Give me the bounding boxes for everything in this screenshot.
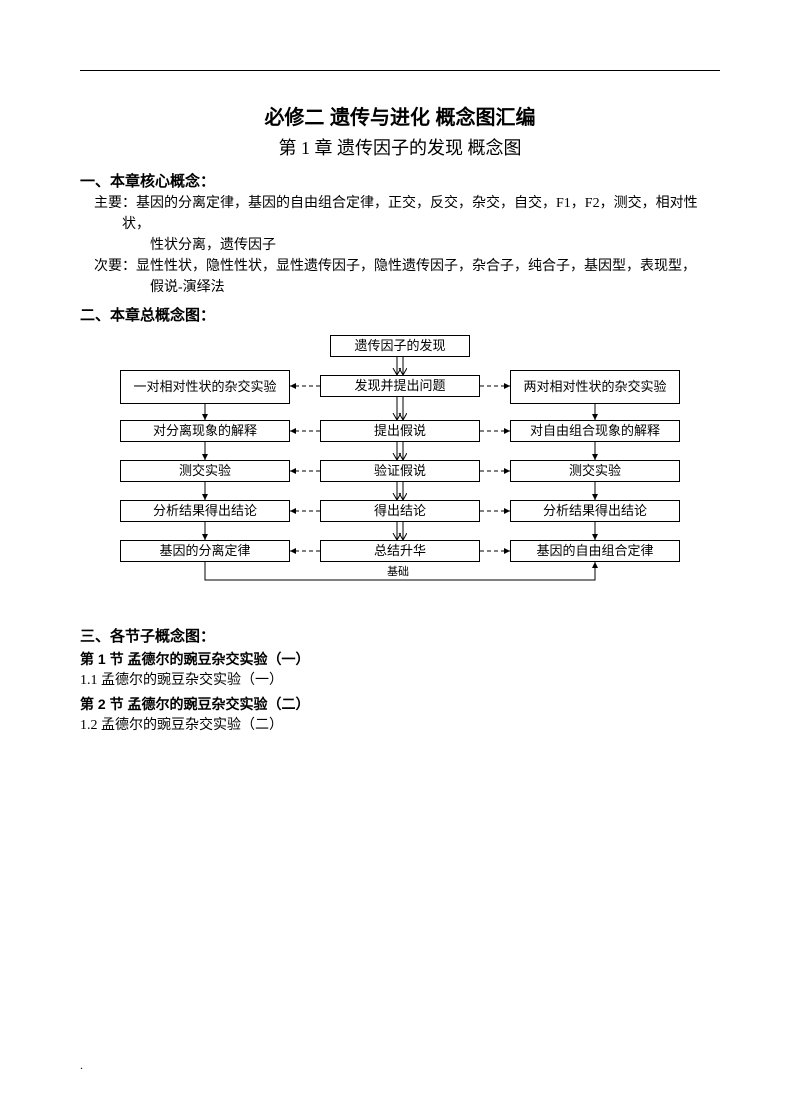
sec2-item: 1.2 孟德尔的豌豆杂交实验（二） — [80, 715, 720, 737]
sec1-title: 第 1 节 孟德尔的豌豆杂交实验（一） — [80, 648, 720, 670]
flow-node-r3: 测交实验 — [510, 460, 680, 482]
flow-node-r1: 两对相对性状的杂交实验 — [510, 370, 680, 404]
section-3: 三、各节子概念图： 第 1 节 孟德尔的豌豆杂交实验（一） 1.1 孟德尔的豌豆… — [80, 625, 720, 738]
primary-text: 基因的分离定律，基因的自由组合定律，正交，反交，杂交，自交，F1，F2，测交，相… — [122, 196, 698, 232]
flow-node-l2: 对分离现象的解释 — [120, 420, 290, 442]
flow-node-l4: 分析结果得出结论 — [120, 500, 290, 522]
flow-node-c5: 总结升华 — [320, 540, 480, 562]
flow-node-r4: 分析结果得出结论 — [510, 500, 680, 522]
secondary-text: 显性性状，隐性性状，显性遗传因子，隐性遗传因子，杂合子，纯合子，基因型，表现型， — [136, 259, 696, 274]
secondary-label: 次要： — [94, 259, 136, 274]
flow-node-r2: 对自由组合现象的解释 — [510, 420, 680, 442]
concept-flowchart: 基础 遗传因子的发现一对相对性状的杂交实验 发现并提出问题 两对相对性状的杂交实验对… — [120, 335, 680, 605]
flow-node-l3: 测交实验 — [120, 460, 290, 482]
bottom-edge-label: 基础 — [387, 563, 409, 579]
flow-node-c2: 提出假说 — [320, 420, 480, 442]
flow-node-l1: 一对相对性状的杂交实验 — [120, 370, 290, 404]
main-title: 必修二 遗传与进化 概念图汇编 — [80, 101, 720, 130]
flow-node-l5: 基因的分离定律 — [120, 540, 290, 562]
sec1-item: 1.1 孟德尔的豌豆杂交实验（一） — [80, 670, 720, 692]
primary-concepts-2: 性状分离，遗传因子 — [150, 235, 720, 256]
flow-node-c4: 得出结论 — [320, 500, 480, 522]
flow-node-c3: 验证假说 — [320, 460, 480, 482]
secondary-concepts-2: 假说-演绎法 — [150, 277, 720, 298]
heading-2: 二、本章总概念图： — [80, 304, 720, 325]
footer-dot: . — [80, 1058, 83, 1073]
flow-node-c1: 发现并提出问题 — [320, 375, 480, 397]
sec2-title: 第 2 节 孟德尔的豌豆杂交实验（二） — [80, 693, 720, 715]
heading-3: 三、各节子概念图： — [80, 625, 720, 646]
secondary-concepts: 次要：显性性状，隐性性状，显性遗传因子，隐性遗传因子，杂合子，纯合子，基因型，表… — [108, 256, 720, 277]
sub-title: 第 1 章 遗传因子的发现 概念图 — [80, 134, 720, 160]
page: 必修二 遗传与进化 概念图汇编 第 1 章 遗传因子的发现 概念图 一、本章核心… — [0, 0, 800, 738]
heading-1: 一、本章核心概念： — [80, 170, 720, 191]
primary-label: 主要： — [94, 196, 136, 211]
flow-node-r5: 基因的自由组合定律 — [510, 540, 680, 562]
primary-concepts: 主要：基因的分离定律，基因的自由组合定律，正交，反交，杂交，自交，F1，F2，测… — [108, 193, 720, 235]
top-rule — [80, 70, 720, 71]
flow-node-top: 遗传因子的发现 — [330, 335, 470, 357]
